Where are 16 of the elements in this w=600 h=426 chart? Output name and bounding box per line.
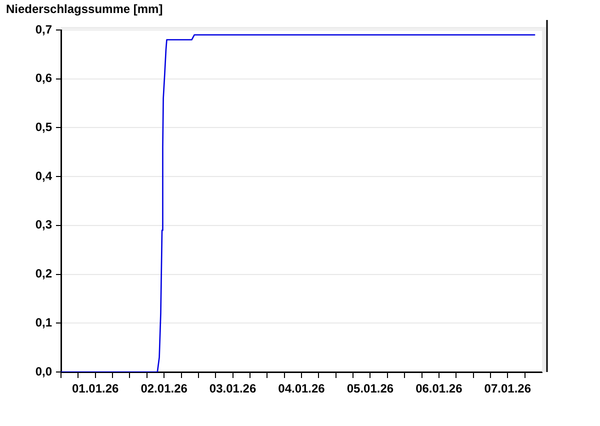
y-tick-label: 0,5 — [35, 120, 52, 134]
x-tick-label: 03.01.26 — [209, 382, 256, 396]
x-tick-label: 05.01.26 — [346, 382, 394, 396]
x-tick-label: 01.01.26 — [72, 382, 120, 396]
x-tick-label: 06.01.26 — [416, 382, 463, 396]
x-tick-label: 07.01.26 — [484, 382, 532, 396]
y-tick-label: 0,3 — [35, 218, 52, 232]
y-tick-label: 0,1 — [35, 315, 52, 330]
y-tick-label: 0,0 — [35, 364, 52, 378]
x-tick-label: 02.01.26 — [140, 382, 188, 396]
y-tick-label: 0,6 — [35, 71, 52, 86]
y-tick-label: 0,4 — [35, 168, 52, 183]
y-tick-label: 0,2 — [35, 266, 52, 281]
y-axis-title: Niederschlagssumme [mm] — [6, 2, 163, 16]
y-tick-label: 0,7 — [35, 22, 52, 36]
x-tick-label: 04.01.26 — [278, 382, 326, 396]
